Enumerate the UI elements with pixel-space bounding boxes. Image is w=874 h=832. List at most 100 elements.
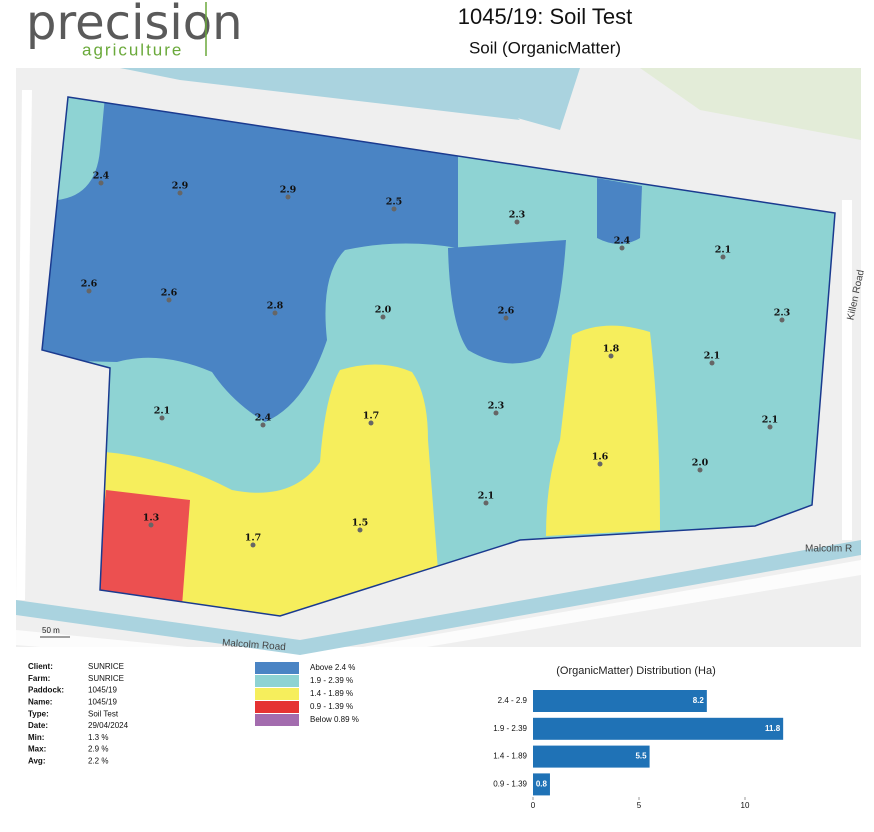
info-key: Min: [28,733,44,742]
sample-point [514,219,520,225]
sample-point [380,314,386,320]
zone-blue [42,97,458,422]
road-label: Malcolm Road [222,638,287,653]
sample-label: 2.4 [614,236,631,247]
sample-label: 2.0 [692,458,709,469]
legend-swatch [255,701,299,713]
sample-label: 2.4 [93,171,110,182]
legend-swatch [255,688,299,700]
sample-label: 2.1 [715,245,732,256]
legend-label: 0.9 - 1.39 % [310,702,353,711]
bar [533,745,650,768]
info-key: Avg: [28,757,45,766]
info-value: Soil Test [88,709,119,718]
sample-label: 1.5 [352,518,369,529]
info-value: 1.3 % [88,733,108,742]
sample-label: 2.1 [762,415,779,426]
legend-swatch [255,662,299,674]
info-value: 2.2 % [88,757,108,766]
sample-label: 2.6 [81,279,98,290]
sample-label: 2.9 [280,185,297,196]
sample-point [357,527,363,533]
legend-label: 1.4 - 1.89 % [310,689,353,698]
chart-title: (OrganicMatter) Distribution (Ha) [556,665,716,677]
bar [533,773,550,796]
zone-blue [597,178,642,244]
info-key: Max: [28,745,46,754]
sample-label: 2.3 [509,210,526,221]
sample-point [608,353,614,359]
bar-value-label: 0.8 [536,780,548,789]
sample-point [159,415,165,421]
sample-point [597,461,603,467]
sample-point [285,194,291,200]
info-value: 1045/19 [88,686,117,695]
water [340,68,580,130]
bar [533,717,784,740]
zone-yellow [546,325,660,536]
sample-label: 2.6 [161,288,178,299]
park [640,68,861,140]
legend-swatch [255,714,299,726]
sample-label: 2.4 [255,413,272,424]
info-value: SUNRICE [88,662,124,671]
sample-point [720,254,726,260]
bar [533,690,707,712]
sample-point [272,310,278,316]
sample-label: 2.1 [154,406,171,417]
info-key: Farm: [28,674,50,683]
sample-label: 2.9 [172,181,189,192]
sample-point [250,542,256,548]
sample-label: 1.6 [592,452,609,463]
info-key: Type: [28,709,49,718]
sample-point [779,317,785,323]
sample-point [166,297,172,303]
legend-label: Below 0.89 % [310,715,359,724]
sample-point [493,410,499,416]
info-value: 1045/19 [88,698,117,707]
sample-label: 1.3 [143,513,160,524]
info-key: Name: [28,698,52,707]
y-tick-label: 1.9 - 2.39 [493,724,527,733]
zone-red [95,490,190,606]
info-value: SUNRICE [88,674,124,683]
legend-label: 1.9 - 2.39 % [310,676,353,685]
sample-point [709,360,715,366]
y-tick-label: 0.9 - 1.39 [493,780,527,789]
info-key: Client: [28,662,53,671]
info-key: Paddock: [28,686,64,695]
sample-label: 2.3 [774,308,791,319]
sample-label: 2.8 [267,301,284,312]
subtitle: Soil (OrganicMatter) [469,38,621,57]
info-value: 29/04/2024 [88,721,129,730]
bar-value-label: 11.8 [765,724,781,733]
info-value: 2.9 % [88,745,108,754]
zone-blue [448,240,566,364]
sample-point [98,180,104,186]
sample-point [148,522,154,528]
field-outline [41,96,836,617]
y-tick-label: 2.4 - 2.9 [498,696,528,705]
sample-label: 1.8 [603,344,620,355]
sample-point [483,500,489,506]
sample-label: 2.1 [704,351,721,362]
road [842,200,852,540]
x-tick-label: 5 [637,801,642,810]
sample-point [619,245,625,251]
sample-label: 1.7 [363,411,380,422]
sample-label: 1.7 [245,533,262,544]
title: 1045/19: Soil Test [458,4,633,29]
info-key: Date: [28,721,48,730]
sample-label: 2.5 [386,197,403,208]
sample-point [767,424,773,430]
road [16,90,32,600]
sample-label: 2.1 [478,491,495,502]
bar-value-label: 8.2 [693,696,705,705]
sample-point [260,422,266,428]
sample-label: 2.0 [375,305,392,316]
sample-point [86,288,92,294]
sample-point [697,467,703,473]
x-tick-label: 0 [531,801,536,810]
sample-point [368,420,374,426]
